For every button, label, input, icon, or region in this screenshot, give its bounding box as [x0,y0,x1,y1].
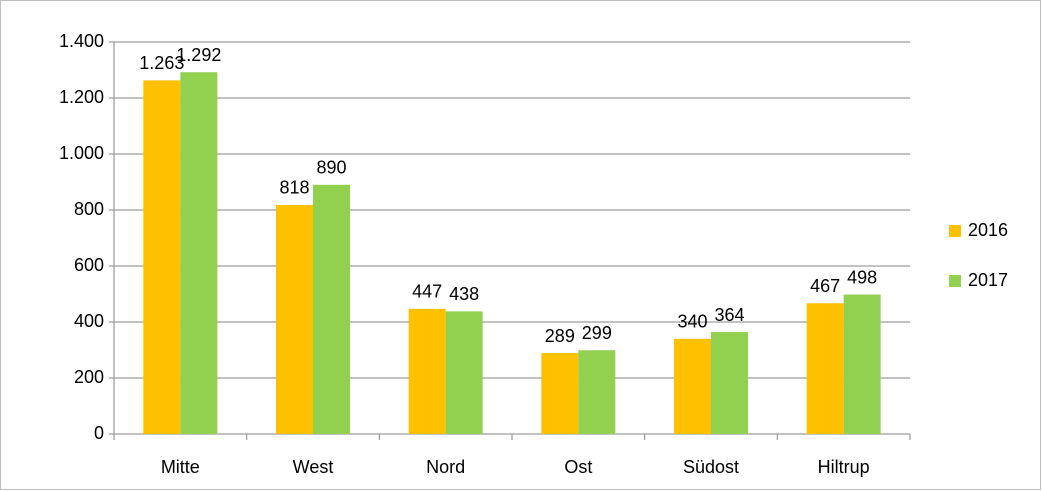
bar [843,294,881,434]
y-tick-label: 600 [74,255,104,275]
legend-swatch [949,275,961,287]
data-label: 438 [449,284,479,304]
x-tick-label: Hiltrup [818,457,870,477]
data-label: 1.263 [139,53,184,73]
legend-label: 2017 [968,270,1008,290]
y-tick-label: 1.400 [59,31,104,51]
legend-swatch [949,225,961,237]
legend-label: 2016 [968,220,1008,240]
bar [711,332,748,434]
y-tick-label: 800 [74,199,104,219]
y-tick-label: 1.000 [59,143,104,163]
data-label: 818 [279,178,309,198]
data-label: 299 [582,323,612,343]
data-label: 890 [316,158,346,178]
y-tick-label: 200 [74,367,104,387]
data-label: 364 [714,305,744,325]
data-label: 1.292 [176,45,221,65]
x-tick-label: Südost [683,457,739,477]
data-label: 340 [677,312,707,332]
y-tick-label: 1.200 [59,87,104,107]
bar [578,350,616,434]
bar [445,311,483,434]
bar [276,204,313,434]
bar [143,80,181,435]
data-label: 498 [847,267,877,287]
x-tick-label: Ost [564,457,592,477]
bar [408,308,446,434]
data-label: 447 [412,282,442,302]
bar [313,184,350,434]
x-tick-label: Nord [426,457,465,477]
bar [180,72,218,435]
y-tick-label: 400 [74,311,104,331]
bar [806,303,844,434]
data-label: 467 [810,276,840,296]
x-tick-label: West [293,457,334,477]
bar [541,353,579,434]
data-label: 289 [545,326,575,346]
x-tick-label: Mitte [161,457,200,477]
bar [674,338,711,434]
y-tick-label: 0 [94,423,104,443]
